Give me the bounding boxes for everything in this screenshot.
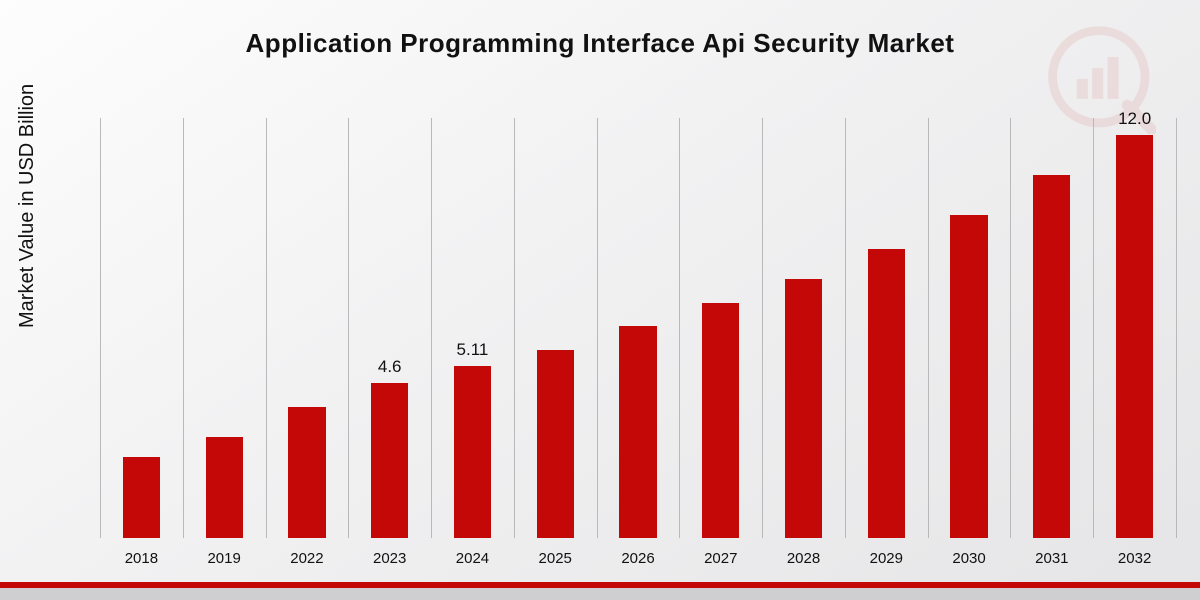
gridline — [1093, 118, 1094, 538]
gridline — [928, 118, 929, 538]
x-tick-label: 2019 — [194, 550, 254, 567]
gridline — [1010, 118, 1011, 538]
bar-value-label: 12.0 — [1095, 109, 1175, 129]
bar — [1033, 175, 1070, 538]
gridline — [1176, 118, 1177, 538]
x-tick-label: 2028 — [774, 550, 834, 567]
bar — [537, 350, 574, 538]
x-tick-label: 2031 — [1022, 550, 1082, 567]
bar — [950, 215, 987, 538]
y-axis-label: Market Value in USD Billion — [16, 84, 39, 328]
bar-value-label: 4.6 — [350, 357, 430, 377]
x-tick-label: 2018 — [111, 550, 171, 567]
bar — [454, 366, 491, 538]
plot-area: 4.65.1112.0 — [100, 118, 1176, 538]
bar — [785, 279, 822, 538]
x-tick-label: 2022 — [277, 550, 337, 567]
bar — [1116, 135, 1153, 538]
bar-value-label: 5.11 — [432, 340, 512, 360]
gridline — [762, 118, 763, 538]
x-axis: 2018 2019 2022 2023 2024 2025 2026 2027 2028 2029… — [100, 540, 1176, 580]
gridline — [266, 118, 267, 538]
x-tick-label: 2026 — [608, 550, 668, 567]
gridline — [431, 118, 432, 538]
bar — [288, 407, 325, 538]
bar — [123, 457, 160, 538]
x-tick-label: 2032 — [1105, 550, 1165, 567]
x-tick-label: 2029 — [856, 550, 916, 567]
footer-stripe — [0, 582, 1200, 600]
gridline — [100, 118, 101, 538]
gridline — [183, 118, 184, 538]
x-tick-label: 2030 — [939, 550, 999, 567]
gridline — [679, 118, 680, 538]
gridline — [514, 118, 515, 538]
gridline — [348, 118, 349, 538]
bar — [206, 437, 243, 538]
x-tick-label: 2024 — [442, 550, 502, 567]
gridline — [597, 118, 598, 538]
bar — [619, 326, 656, 538]
gridline — [845, 118, 846, 538]
x-tick-label: 2023 — [360, 550, 420, 567]
bar — [702, 303, 739, 538]
x-tick-label: 2025 — [525, 550, 585, 567]
bar — [868, 249, 905, 538]
x-tick-label: 2027 — [691, 550, 751, 567]
chart-title: Application Programming Interface Api Se… — [0, 28, 1200, 59]
bar — [371, 383, 408, 538]
chart-page: Application Programming Interface Api Se… — [0, 0, 1200, 600]
